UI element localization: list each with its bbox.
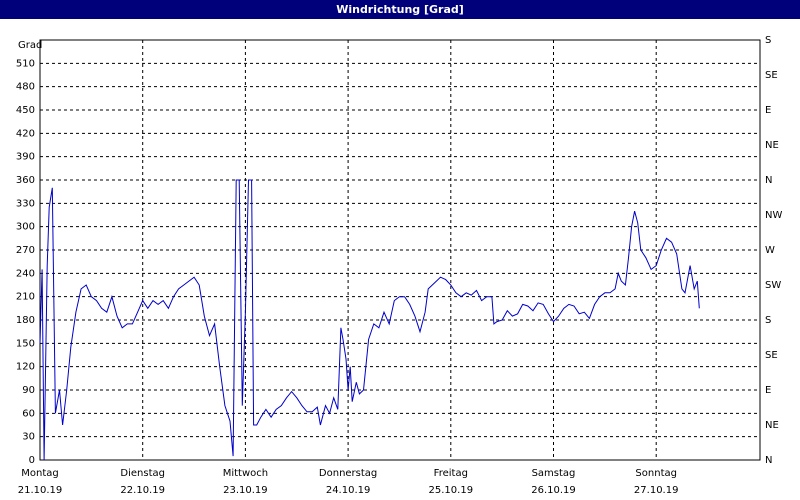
series-line bbox=[39, 179, 700, 461]
y-tick-label-left: 90 bbox=[22, 385, 35, 396]
x-tick-day: Donnerstag bbox=[319, 468, 377, 479]
y-tick-label-left: 300 bbox=[16, 222, 35, 233]
y-tick-label-right: W bbox=[765, 245, 775, 256]
y-tick-label-left: 390 bbox=[16, 152, 35, 163]
x-tick-date: 25.10.19 bbox=[429, 485, 474, 496]
y-tick-label-right: N bbox=[765, 175, 772, 186]
y-tick-label-left: 270 bbox=[16, 245, 35, 256]
y-tick-label-right: N bbox=[765, 455, 772, 466]
x-tick-day: Samstag bbox=[532, 468, 576, 479]
y-axis-label: Grad bbox=[18, 40, 42, 51]
chart-axes bbox=[39, 39, 761, 461]
y-tick-label-right: SW bbox=[765, 280, 781, 291]
y-tick-label-right: S bbox=[765, 315, 771, 326]
y-tick-label-right: SE bbox=[765, 70, 778, 81]
y-tick-label-right: E bbox=[765, 105, 771, 116]
y-tick-label-left: 180 bbox=[16, 315, 35, 326]
y-tick-label-left: 360 bbox=[16, 175, 35, 186]
chart-grid bbox=[40, 40, 760, 460]
y-tick-label-left: 0 bbox=[29, 455, 35, 466]
y-tick-label-right: S bbox=[765, 35, 771, 46]
data-series bbox=[39, 179, 700, 461]
y-tick-label-left: 150 bbox=[16, 338, 35, 349]
y-tick-label-right: NE bbox=[765, 140, 779, 151]
y-tick-label-left: 510 bbox=[16, 58, 35, 69]
y-tick-label-left: 450 bbox=[16, 105, 35, 116]
y-tick-label-right: E bbox=[765, 385, 771, 396]
x-tick-date: 24.10.19 bbox=[326, 485, 371, 496]
y-tick-label-left: 330 bbox=[16, 198, 35, 209]
x-tick-day: Freitag bbox=[434, 468, 468, 479]
y-tick-label-left: 60 bbox=[22, 408, 35, 419]
plot-frame bbox=[39, 39, 761, 461]
x-tick-date: 27.10.19 bbox=[634, 485, 679, 496]
y-tick-label-right: SE bbox=[765, 350, 778, 361]
x-tick-date: 23.10.19 bbox=[223, 485, 268, 496]
y-tick-label-left: 210 bbox=[16, 292, 35, 303]
y-tick-label-left: 120 bbox=[16, 362, 35, 373]
x-tick-date: 26.10.19 bbox=[531, 485, 576, 496]
y-tick-label-right: NW bbox=[765, 210, 782, 221]
x-tick-day: Mittwoch bbox=[223, 468, 268, 479]
x-tick-day: Montag bbox=[21, 468, 58, 479]
wind-direction-chart: 0 30 60 90 120 150 180 210 240 270 300 330 360 390 420… bbox=[16, 35, 783, 496]
chart-title: Windrichtung [Grad] bbox=[0, 0, 800, 19]
axis-labels: 0 30 60 90 120 150 180 210 240 270 300 330 360 390 420… bbox=[16, 35, 783, 496]
y-tick-label-right: NE bbox=[765, 420, 779, 431]
y-tick-label-left: 30 bbox=[22, 432, 35, 443]
y-tick-label-left: 240 bbox=[16, 268, 35, 279]
x-tick-day: Dienstag bbox=[120, 468, 165, 479]
y-tick-label-left: 420 bbox=[16, 128, 35, 139]
x-tick-date: 21.10.19 bbox=[18, 485, 63, 496]
x-tick-date: 22.10.19 bbox=[120, 485, 165, 496]
x-tick-day: Sonntag bbox=[635, 468, 677, 479]
y-tick-label-left: 480 bbox=[16, 82, 35, 93]
